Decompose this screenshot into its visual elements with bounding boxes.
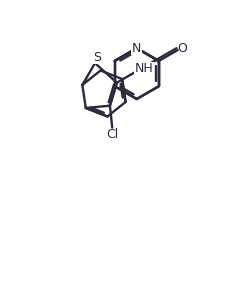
Text: S: S [93,50,101,64]
Text: NH: NH [135,62,153,75]
Text: O: O [178,42,188,55]
Text: N: N [132,42,141,55]
Text: Cl: Cl [106,128,118,141]
